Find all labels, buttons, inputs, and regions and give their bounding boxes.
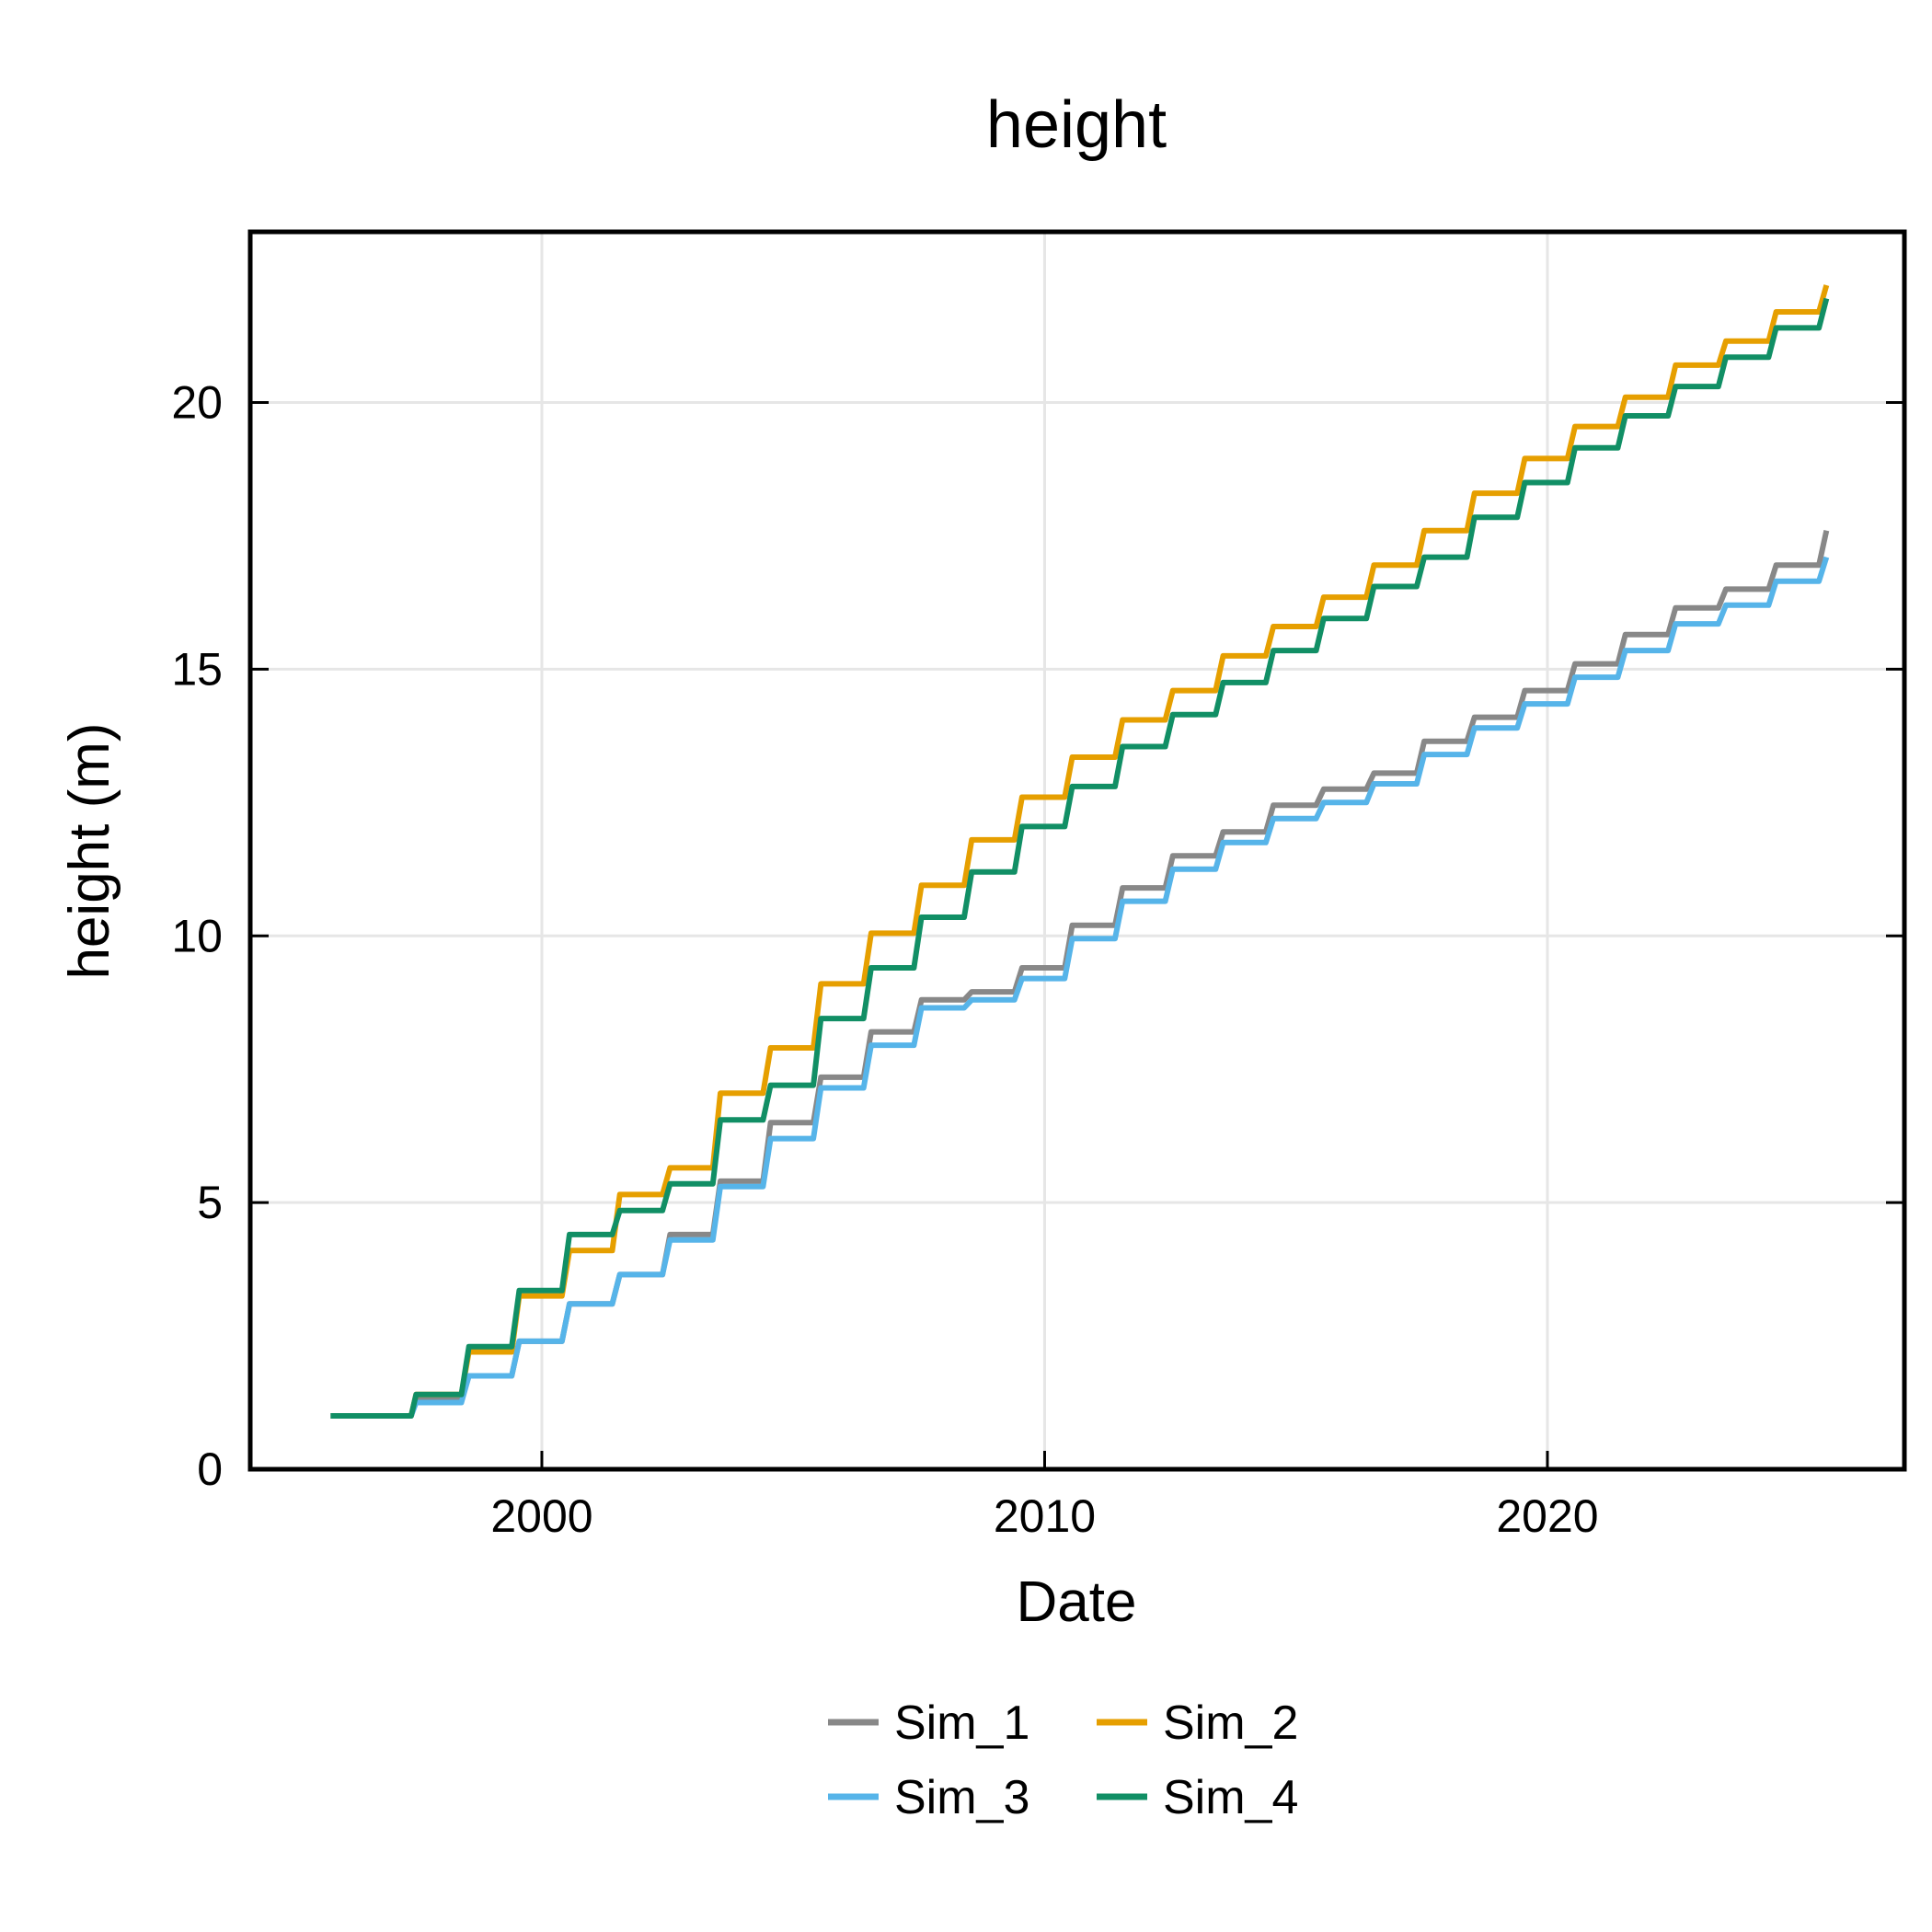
y-tick-label: 0	[197, 1443, 223, 1495]
x-axis-label: Date	[1017, 1570, 1137, 1634]
legend-label: Sim_1	[894, 1696, 1029, 1750]
y-tick-label: 5	[197, 1177, 223, 1228]
plot-frame	[247, 229, 1907, 1472]
legend-label: Sim_4	[1163, 1771, 1298, 1824]
legend-label: Sim_3	[894, 1771, 1029, 1824]
y-tick-label: 20	[171, 377, 223, 429]
legend-label: Sim_2	[1163, 1696, 1298, 1750]
y-tick-label: 10	[171, 910, 223, 961]
legend: Sim_1 Sim_2 Sim_3 Sim_4	[828, 1696, 1298, 1824]
axis-ticks: 2000 2010 2020 0 5 10 15 20	[171, 377, 1904, 1542]
x-tick-label: 2020	[1496, 1490, 1598, 1542]
series-line-sim-4	[330, 297, 1830, 1419]
series-line-sim-1	[330, 530, 1830, 1419]
series-layer	[330, 284, 1830, 1419]
series-line-sim-2	[330, 284, 1830, 1419]
y-tick-label: 15	[171, 643, 223, 695]
y-axis-label: height (m)	[58, 722, 121, 979]
x-tick-label: 2010	[994, 1490, 1096, 1542]
chart-title: height	[986, 88, 1167, 162]
x-tick-label: 2000	[490, 1490, 592, 1542]
series-line-sim-3	[330, 556, 1830, 1419]
